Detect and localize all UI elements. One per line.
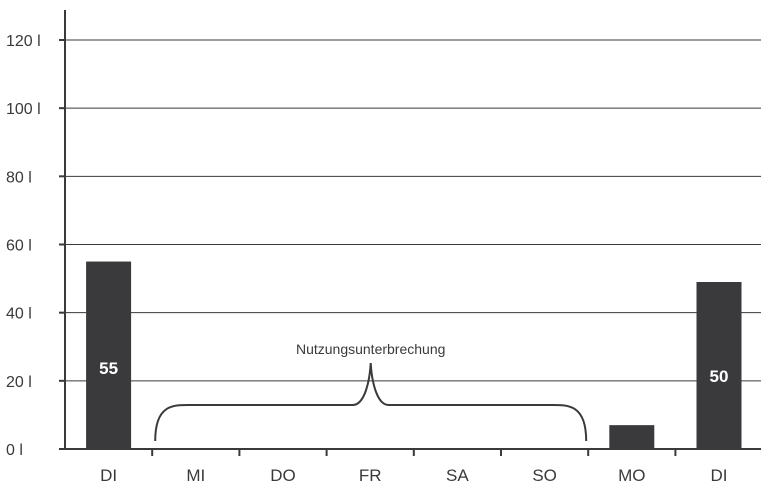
x-tick-label: SO xyxy=(532,466,557,485)
x-tick-label: DI xyxy=(711,466,728,485)
y-tick-label: 20 l xyxy=(6,374,32,391)
y-tick-label: 120 l xyxy=(6,33,41,50)
interruption-brace xyxy=(154,362,588,442)
annotation-group: Nutzungsunterbrechung xyxy=(154,341,588,442)
x-tick-label: DO xyxy=(270,466,296,485)
x-axis-ticks: DI MI DO FR SA SO MO DI xyxy=(100,449,728,485)
y-tick-label: 40 l xyxy=(6,306,32,323)
data-label: 55 xyxy=(99,359,118,378)
bar xyxy=(696,281,742,449)
bars: 55 50 xyxy=(86,261,742,449)
y-tick-label: 60 l xyxy=(6,238,32,255)
data-label: 50 xyxy=(710,367,729,386)
gridlines xyxy=(65,39,761,382)
bar xyxy=(609,425,655,449)
x-tick-label: DI xyxy=(100,466,117,485)
x-tick-label: SA xyxy=(446,466,469,485)
y-tick-label: 100 l xyxy=(6,101,41,118)
bar xyxy=(86,261,132,449)
x-tick-label: MI xyxy=(186,466,205,485)
y-tick-label: 80 l xyxy=(6,169,32,186)
x-tick-label: MO xyxy=(618,466,645,485)
y-tick-label: 0 l xyxy=(6,442,23,459)
y-axis-ticks: 0 l 20 l 40 l 60 l 80 l 100 l 120 l xyxy=(6,33,65,459)
annotation-label: Nutzungsunterbrechung xyxy=(296,341,445,357)
x-tick-label: FR xyxy=(359,466,382,485)
